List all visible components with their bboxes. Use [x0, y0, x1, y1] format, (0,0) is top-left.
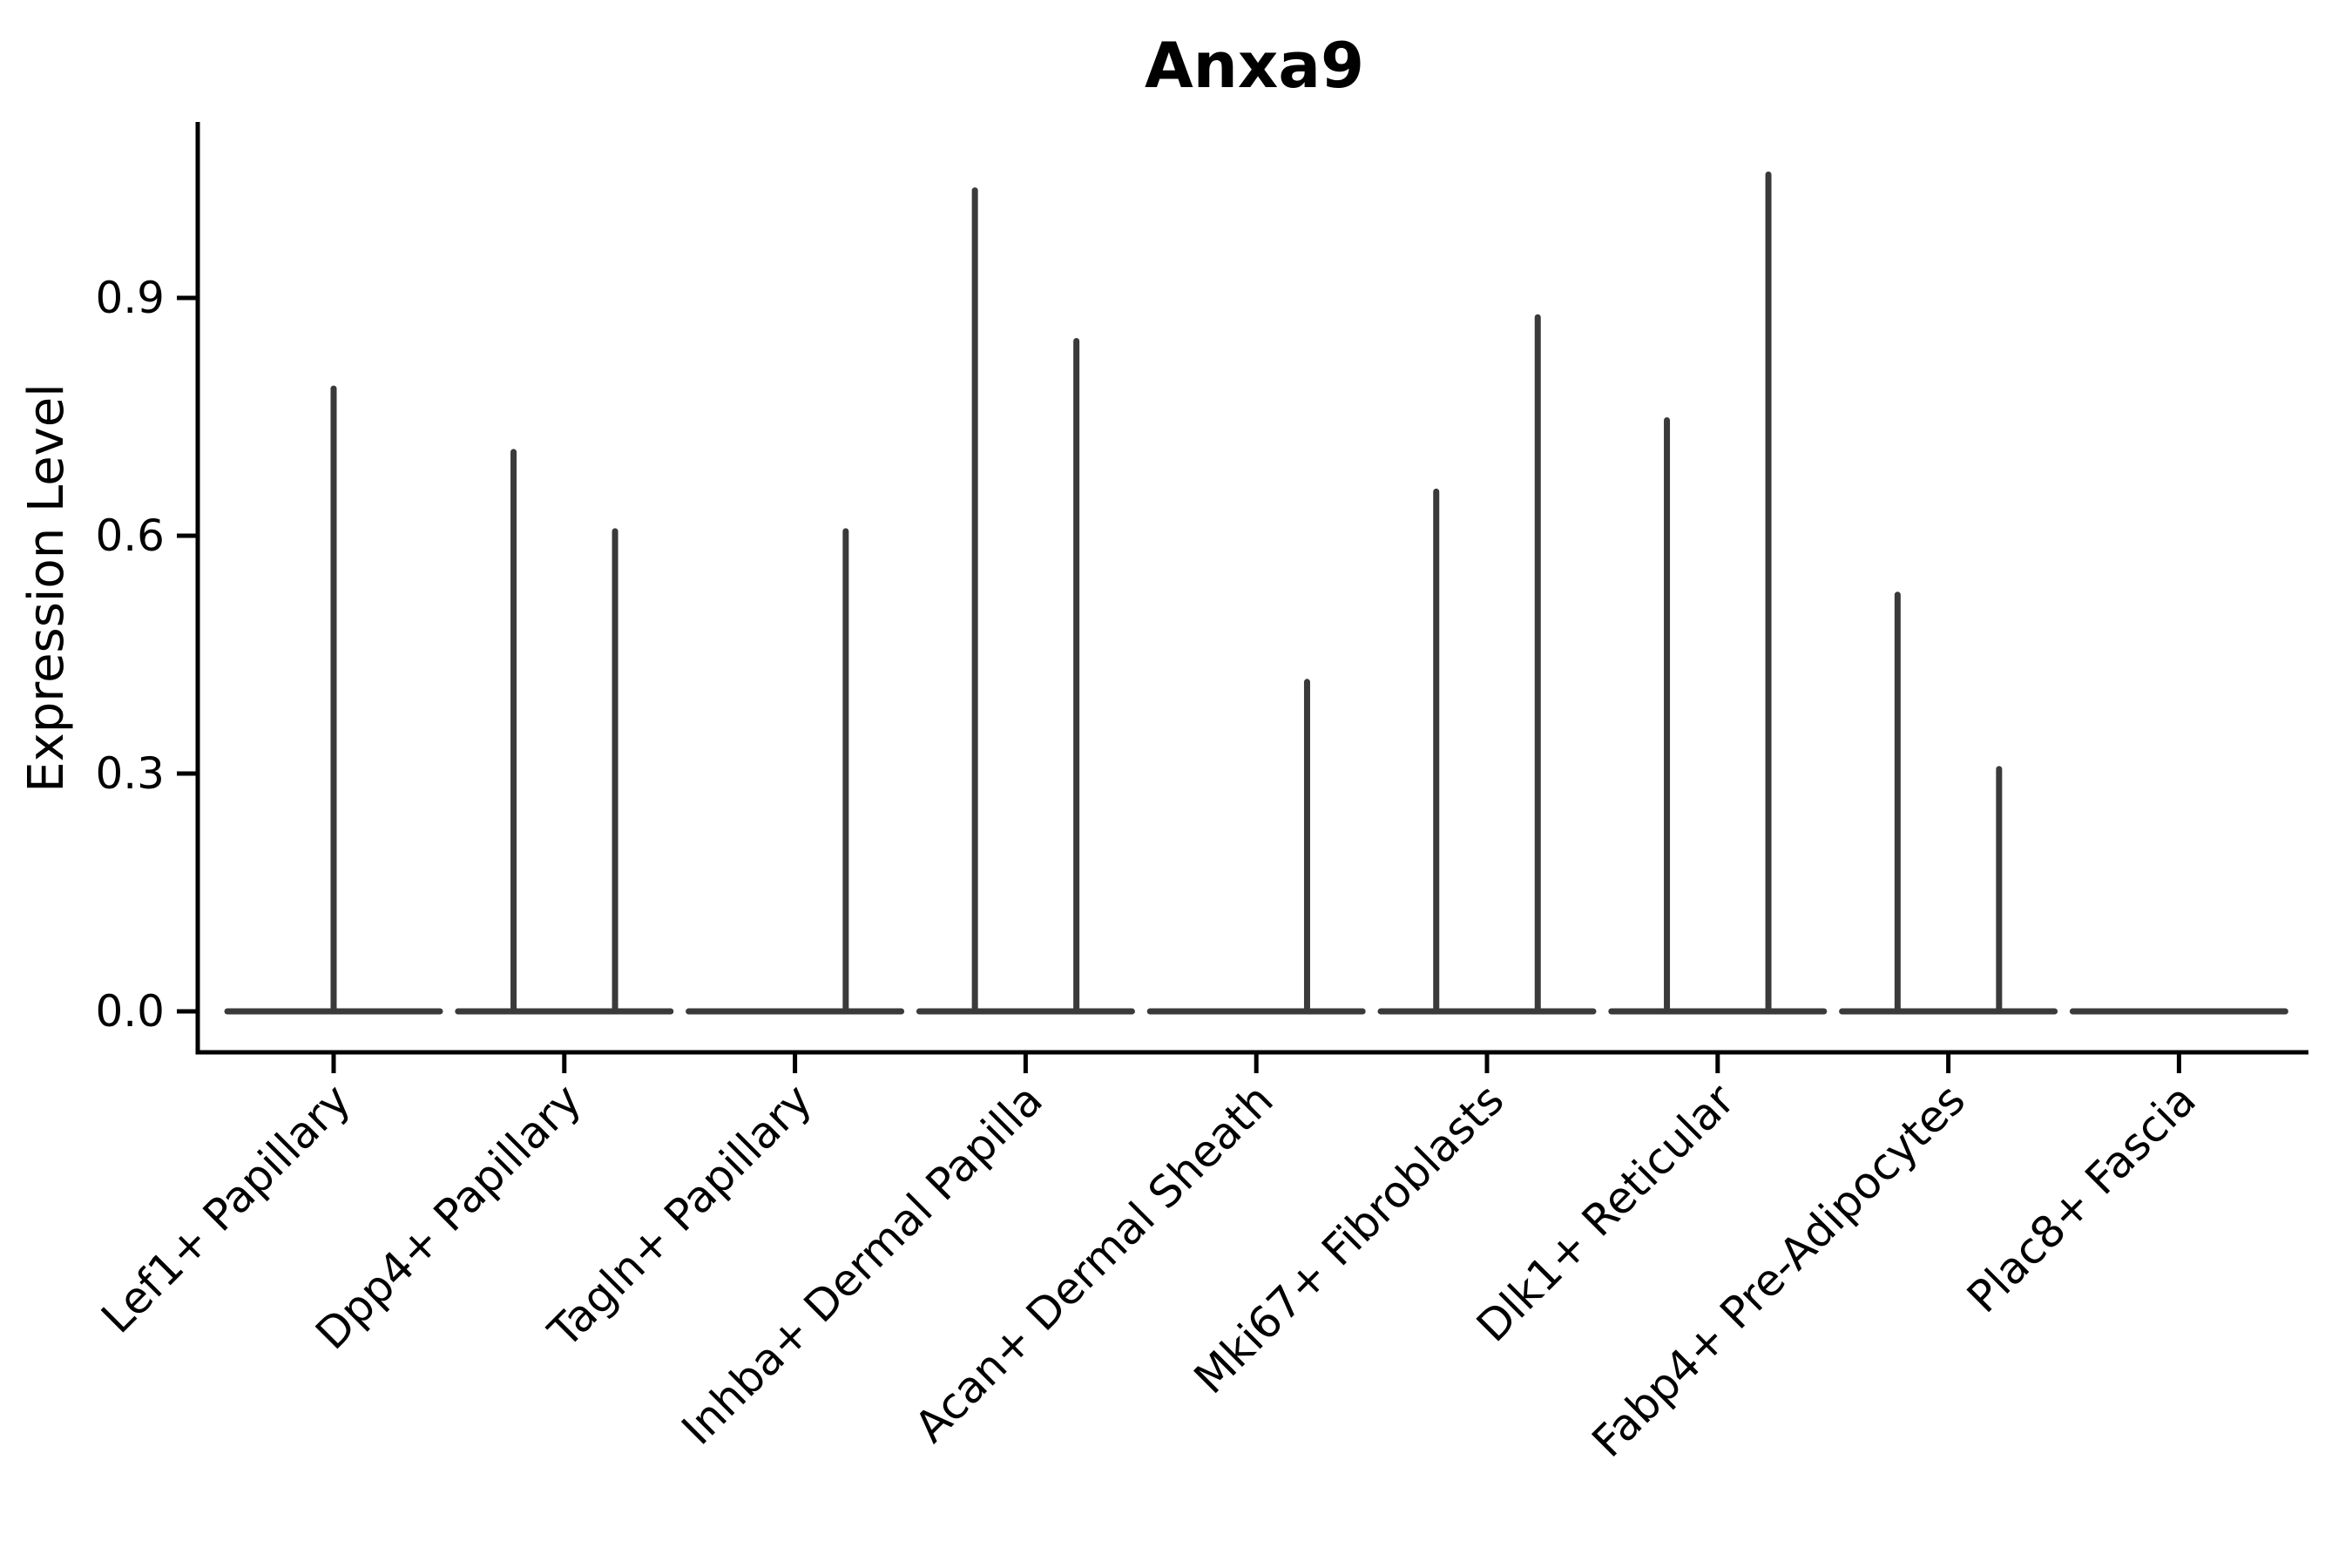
x-tick-label: Plac8+ Fascia — [1957, 1074, 2206, 1322]
x-tick-label: Fabp4+ Pre-Adipocytes — [1583, 1074, 1976, 1467]
chart-title: Anxa9 — [1145, 29, 1364, 102]
y-axis-title: Expression Level — [18, 383, 75, 793]
x-tick-label: Lef1+ Papillary — [91, 1074, 360, 1342]
y-tick-label: 0.3 — [95, 748, 165, 799]
y-tick-label: 0.6 — [95, 510, 165, 561]
y-tick-label: 0.0 — [95, 986, 165, 1037]
y-tick-label: 0.9 — [95, 273, 165, 323]
